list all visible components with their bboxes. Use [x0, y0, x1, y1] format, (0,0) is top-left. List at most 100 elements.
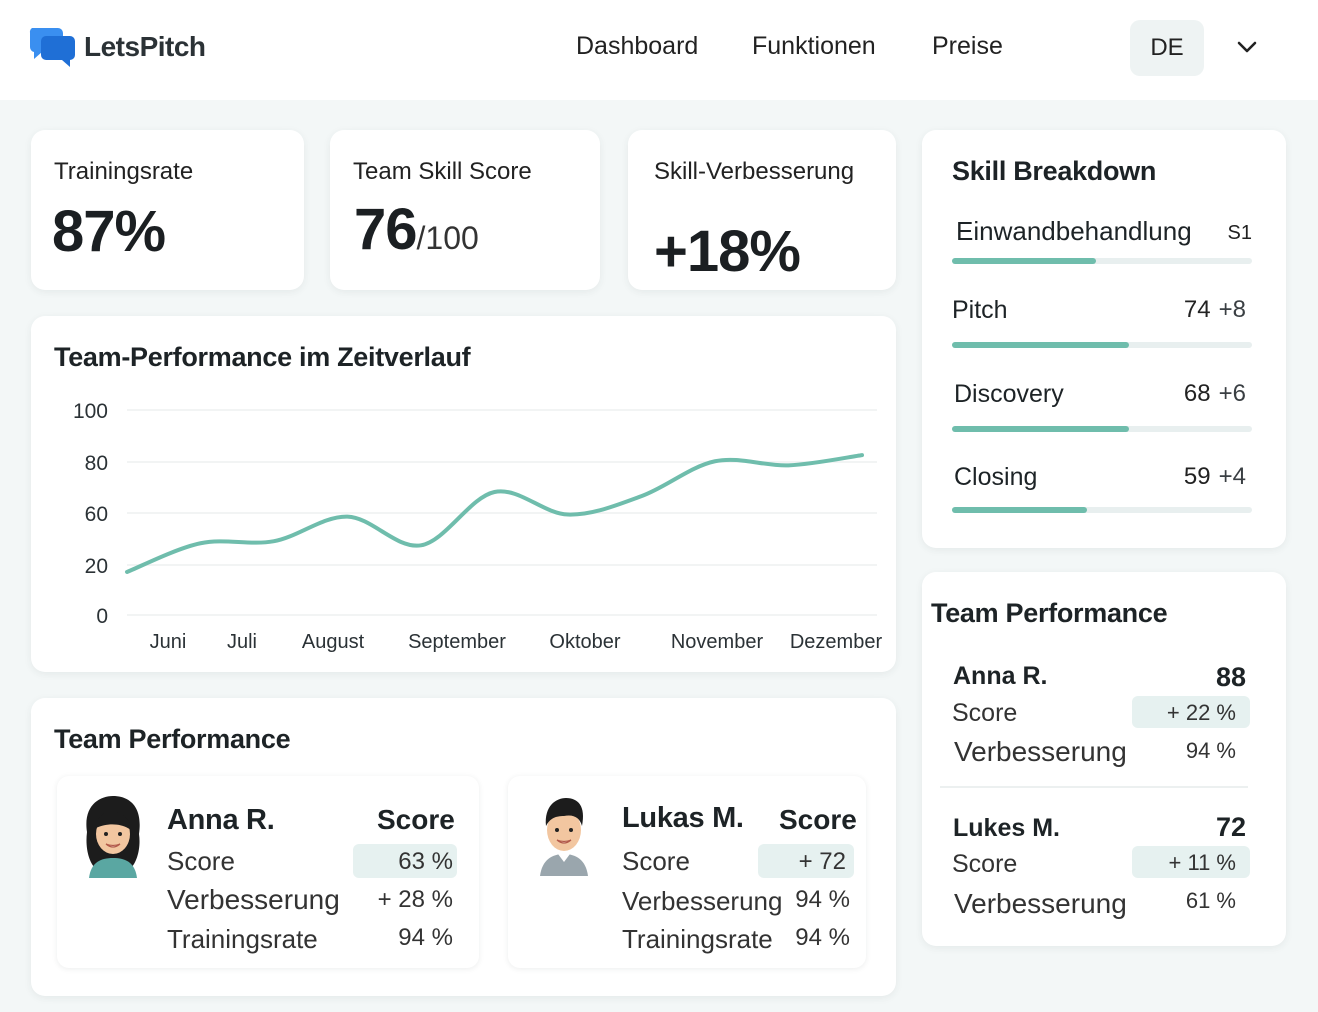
- team-performance-title: Team Performance: [54, 724, 291, 754]
- kpi-value: 87%: [52, 199, 166, 264]
- member-score: 72: [1215, 812, 1246, 842]
- skill-progress-track: [952, 258, 1252, 264]
- x-tick-label: Juli: [227, 631, 257, 653]
- skill-score: 68: [1183, 380, 1211, 407]
- member-name: Lukas M.: [622, 802, 744, 834]
- nav-funktionen[interactable]: Funktionen: [752, 32, 876, 60]
- member-score-value: + 22 %: [1166, 700, 1236, 725]
- x-tick-label: Oktober: [549, 631, 620, 653]
- skill-delta: +4: [1218, 463, 1246, 490]
- language-button[interactable]: DE: [1130, 20, 1204, 76]
- nav-preise[interactable]: Preise: [932, 32, 1003, 60]
- kpi-value: +18%: [654, 219, 801, 284]
- member-score-label: Score: [622, 846, 690, 876]
- avatar-woman-icon: [86, 796, 140, 878]
- team-performance-side-title: Team Performance: [931, 598, 1168, 628]
- member-training-label: Trainingsrate: [622, 924, 773, 954]
- skill-value: 59 +4: [1184, 463, 1246, 491]
- member-score-value: + 72: [798, 848, 846, 875]
- member-improvement-label: Verbesserung: [622, 886, 783, 916]
- member-score-header: Score: [779, 804, 857, 835]
- skill-breakdown-card: Skill Breakdown Einwandbehandlung S1 Pit…: [922, 130, 1286, 548]
- kpi-value: 76/100: [354, 197, 479, 262]
- member-improvement-label: Verbesserung: [954, 888, 1127, 919]
- score-pill: [758, 844, 854, 878]
- member-improvement-value: + 28 %: [377, 886, 453, 913]
- skill-score: 59: [1183, 463, 1211, 490]
- y-tick-label: 60: [85, 503, 108, 526]
- member-score-value: + 11 %: [1168, 850, 1236, 875]
- skill-score: S1: [1227, 222, 1252, 244]
- member-score-header: Score: [377, 804, 455, 835]
- kpi-card-skill-verbesserung: Skill-Verbesserung +18%: [628, 130, 896, 290]
- top-header: LetsPitch Dashboard Funktionen Preise DE: [0, 0, 1318, 100]
- skill-progress-track: [952, 426, 1252, 432]
- skill-value: 68 +6: [1184, 380, 1246, 408]
- chat-bubbles-icon: [29, 28, 75, 67]
- member-training-value: 94 %: [795, 924, 850, 951]
- x-tick-label: September: [408, 631, 506, 653]
- y-tick-label: 80: [85, 452, 108, 475]
- nav-dashboard[interactable]: Dashboard: [576, 32, 699, 60]
- skill-progress-fill: [952, 507, 1087, 513]
- avatar-man-icon: [540, 798, 588, 876]
- skill-delta: +8: [1218, 296, 1246, 323]
- member-training-label: Trainingsrate: [167, 924, 318, 954]
- member-improvement-value: 94 %: [795, 886, 850, 913]
- member-card-lukas[interactable]: Lukas M. Score Score + 72 Verbesserung 9…: [508, 776, 866, 968]
- skill-progress-fill: [952, 258, 1096, 264]
- x-tick-label: Juni: [150, 631, 187, 653]
- x-tick-label: August: [302, 631, 365, 653]
- team-performance-side-card: Team Performance Anna R. 88 Score + 22 %…: [922, 572, 1286, 946]
- logo-text: LetsPitch: [84, 31, 206, 62]
- score-pill: [1132, 696, 1250, 728]
- member-score: 88: [1215, 662, 1246, 692]
- kpi-label: Trainingsrate: [54, 158, 194, 185]
- kpi-label: Team Skill Score: [353, 158, 532, 185]
- chevron-down-icon[interactable]: [1234, 34, 1260, 60]
- member-score-label: Score: [167, 846, 235, 876]
- skill-progress-fill: [952, 342, 1129, 348]
- member-card-anna[interactable]: Anna R. Score Score 63 % Verbesserung + …: [57, 776, 479, 968]
- skill-name: Closing: [954, 463, 1038, 491]
- skill-delta: +6: [1218, 380, 1246, 407]
- member-name: Lukes M.: [953, 814, 1060, 842]
- score-pill: [1132, 846, 1250, 878]
- x-tick-label: November: [671, 631, 764, 653]
- line-chart: 100 80 60 20 0 Juni Juli August September Oktober…: [73, 400, 883, 653]
- logo[interactable]: LetsPitch: [28, 26, 206, 68]
- team-performance-card: Team Performance Anna R. Score Score 63 …: [31, 698, 896, 996]
- skill-progress-fill: [952, 426, 1129, 432]
- member-name: Anna R.: [953, 662, 1048, 690]
- member-score-label: Score: [952, 850, 1018, 878]
- y-tick-label: 0: [96, 605, 108, 628]
- member-training-value: 94 %: [398, 924, 453, 951]
- y-tick-label: 20: [85, 555, 108, 578]
- kpi-card-team-skill-score: Team Skill Score 76/100: [330, 130, 600, 290]
- kpi-suffix: /100: [416, 220, 479, 256]
- x-tick-label: Dezember: [790, 631, 883, 653]
- skill-name: Discovery: [954, 380, 1064, 408]
- member-name: Anna R.: [167, 804, 275, 836]
- skill-value: 74 +8: [1184, 296, 1246, 324]
- chart-title: Team-Performance im Zeitverlauf: [54, 342, 471, 372]
- skill-name: Pitch: [952, 296, 1008, 324]
- kpi-card-trainingsrate: Trainingsrate 87%: [31, 130, 304, 290]
- divider: [940, 786, 1248, 788]
- skill-score: 74: [1183, 296, 1211, 323]
- skill-breakdown-title: Skill Breakdown: [952, 156, 1157, 186]
- member-score-label: Score: [952, 699, 1018, 727]
- series-line: [125, 453, 864, 574]
- kpi-label: Skill-Verbesserung: [654, 158, 855, 185]
- performance-chart-card: Team-Performance im Zeitverlauf 100 80 60 2…: [31, 316, 896, 672]
- skill-progress-track: [952, 342, 1252, 348]
- member-improvement-label: Verbesserung: [954, 736, 1127, 767]
- member-improvement-label: Verbesserung: [167, 884, 340, 915]
- member-improvement-value: 94 %: [1185, 738, 1236, 763]
- skill-name: Einwandbehandlung: [956, 216, 1192, 246]
- member-score-value: 63 %: [398, 848, 453, 875]
- member-improvement-value: 61 %: [1185, 888, 1236, 913]
- y-tick-label: 100: [73, 400, 108, 423]
- score-pill: [353, 844, 457, 878]
- skill-progress-track: [952, 507, 1252, 513]
